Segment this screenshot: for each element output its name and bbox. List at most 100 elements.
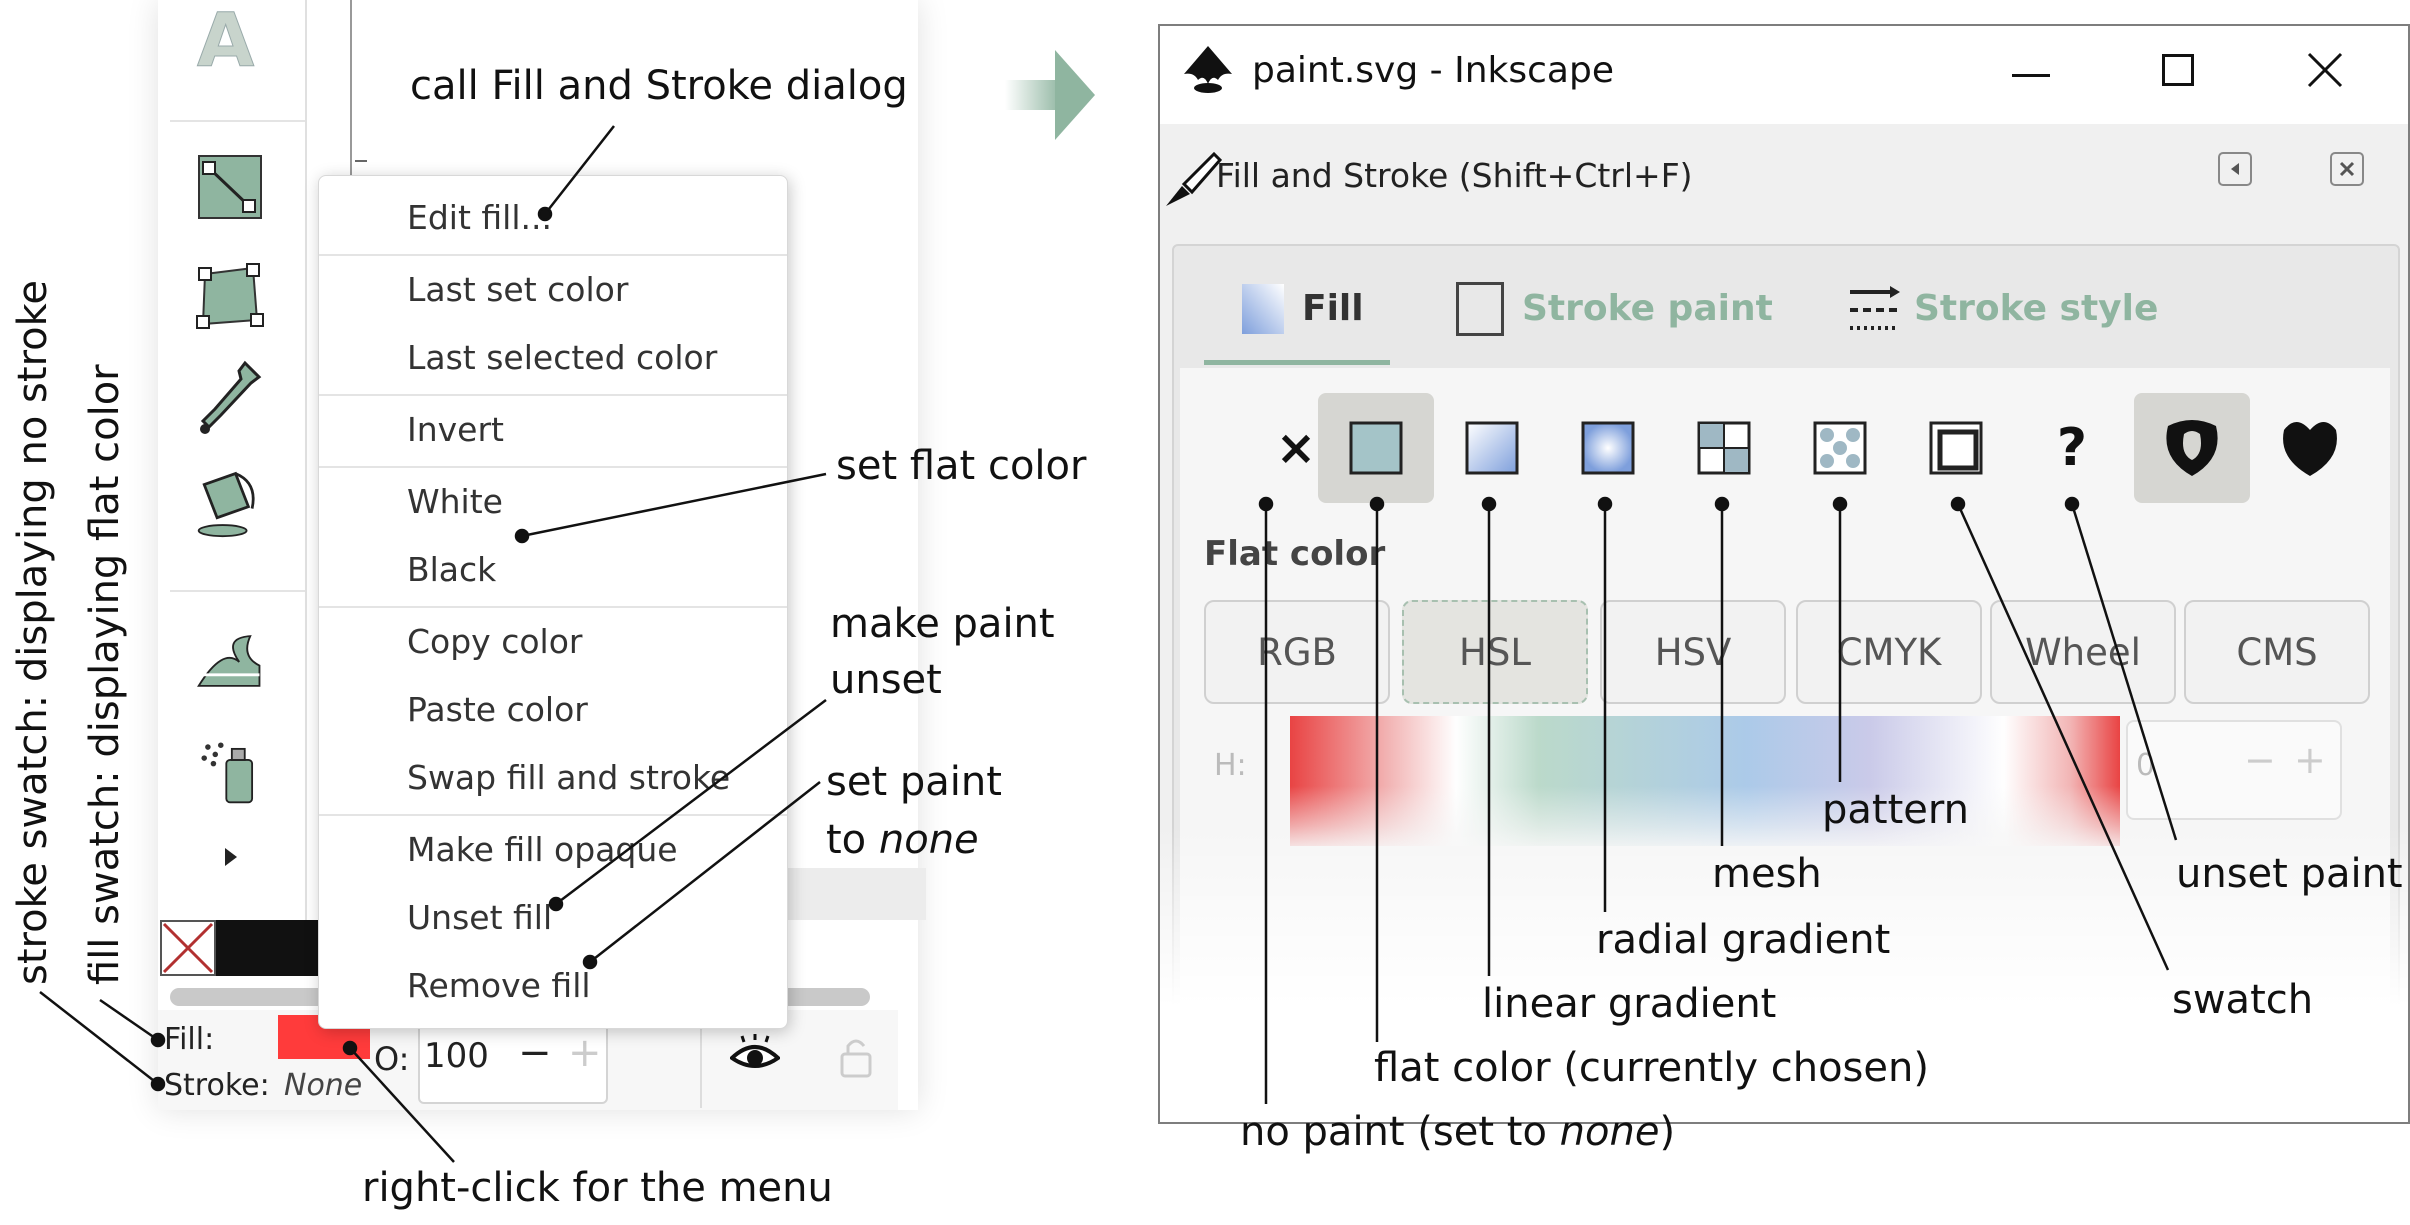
annotation-swatch: swatch (2172, 977, 2314, 1023)
lock-icon[interactable] (838, 1034, 874, 1082)
fill-label: Fill: (164, 1022, 215, 1057)
evenodd-fill-rule-icon (2283, 422, 2337, 476)
leader-dot (342, 1040, 358, 1056)
flat-color-button[interactable] (1318, 393, 1434, 503)
no-paint-icon: × (1275, 420, 1317, 476)
opacity-value[interactable]: 100 (424, 1036, 489, 1076)
annotation-right-click: right-click for the menu (362, 1165, 833, 1211)
dock-button[interactable] (2218, 152, 2252, 186)
toolbox-border (305, 0, 307, 960)
text-tool-icon[interactable]: A (195, 0, 265, 80)
panel-close-button[interactable] (2330, 152, 2364, 186)
opacity-increment-button[interactable]: + (568, 1030, 602, 1076)
annotation-mesh: mesh (1712, 851, 1822, 897)
pattern-icon (1813, 421, 1867, 475)
close-icon[interactable] (2305, 50, 2345, 94)
leader-make-unset (555, 699, 827, 905)
leader-dot (150, 1032, 166, 1048)
minimize-button[interactable] (2012, 74, 2050, 77)
menu-unset-fill[interactable]: Unset fill (407, 898, 553, 937)
annotation-set-flat-color: set flat color (836, 443, 1087, 489)
hue-increment-button[interactable]: + (2294, 738, 2326, 782)
menu-invert[interactable]: Invert (407, 410, 504, 449)
leader-dot (1597, 496, 1613, 512)
eye-icon[interactable] (728, 1034, 782, 1082)
annotation-no-paint-post: ) (1659, 1109, 1676, 1155)
evenodd-fill-rule-button[interactable] (2252, 393, 2368, 503)
annotation-no-paint-italic: none (1559, 1109, 1660, 1155)
palette-strip (786, 868, 926, 920)
annotation-make-unset-2: unset (830, 657, 942, 703)
no-paint-swatch[interactable] (160, 920, 216, 976)
annotation-set-none-to: to (826, 817, 867, 863)
spray-can-icon[interactable] (195, 736, 265, 806)
annotation-set-none-1: set paint (826, 759, 1002, 805)
mode-hsl-button[interactable]: HSL (1402, 600, 1588, 704)
swatch-button[interactable] (1898, 393, 2014, 503)
mode-rgb-button[interactable]: RGB (1204, 600, 1390, 704)
no-paint-button[interactable]: × (1238, 393, 1354, 503)
leader-dot (537, 206, 553, 222)
fill-tab-icon (1240, 282, 1286, 340)
radial-gradient-icon (1581, 421, 1635, 475)
tab-stroke-paint[interactable]: Stroke paint (1522, 288, 1773, 329)
menu-paste-color[interactable]: Paste color (407, 690, 588, 729)
stroke-swatch[interactable]: None (284, 1068, 363, 1103)
annotation-no-paint: no paint (set to none) (1240, 1108, 1675, 1156)
leader-set-flat (521, 472, 827, 538)
leader-dot (1481, 496, 1497, 512)
spray-tool-icon[interactable] (195, 626, 265, 696)
tab-stroke-style[interactable]: Stroke style (1914, 288, 2159, 329)
annotation-set-none-2: to none (826, 816, 979, 864)
leader-dot (1369, 496, 1385, 512)
mode-cmyk-button[interactable]: CMYK (1796, 600, 1982, 704)
menu-edit-fill[interactable]: Edit fill... (407, 198, 552, 237)
mode-cms-button[interactable]: CMS (2184, 600, 2370, 704)
unset-paint-icon: ? (2056, 418, 2088, 478)
unset-paint-button[interactable]: ? (2014, 393, 2130, 503)
annotation-linear-gradient: linear gradient (1482, 981, 1777, 1027)
expand-arrow-icon[interactable] (195, 822, 265, 892)
opacity-decrement-button[interactable]: − (518, 1030, 552, 1076)
radial-gradient-button[interactable] (1550, 393, 1666, 503)
leader-fill-swatch (99, 998, 159, 1042)
toolbox-divider (170, 590, 305, 592)
annotation-pattern: pattern (1822, 787, 1969, 833)
flat-color-heading: Flat color (1204, 534, 1386, 574)
fill-context-menu: Edit fill... Last set color Last selecte… (318, 175, 788, 1029)
stroke-paint-tab-icon (1456, 282, 1504, 336)
mesh-icon (1697, 421, 1751, 475)
menu-black[interactable]: Black (407, 550, 497, 589)
stroke-label: Stroke: (164, 1068, 270, 1103)
annotation-fill-swatch: fill swatch: displaying flat color (82, 364, 128, 985)
menu-remove-fill[interactable]: Remove fill (407, 966, 591, 1005)
dropper-tool-icon[interactable] (195, 360, 265, 434)
palette-black-swatch[interactable] (216, 920, 326, 976)
annotation-flat-color-chosen: flat color (currently chosen) (1374, 1045, 1929, 1091)
menu-make-fill-opaque[interactable]: Make fill opaque (407, 830, 678, 869)
node-tool-icon[interactable] (195, 152, 265, 222)
hue-decrement-button[interactable]: − (2244, 738, 2276, 782)
pattern-button[interactable] (1782, 393, 1898, 503)
mesh-button[interactable] (1666, 393, 1782, 503)
paint-bucket-icon[interactable] (195, 468, 265, 538)
mode-wheel-button[interactable]: Wheel (1990, 600, 2176, 704)
svg-text:A: A (197, 0, 254, 80)
menu-last-set-color[interactable]: Last set color (407, 270, 629, 309)
linear-gradient-button[interactable] (1434, 393, 1550, 503)
tab-fill[interactable]: Fill (1302, 288, 1364, 329)
annotation-make-unset-1: make paint (830, 601, 1055, 647)
maximize-button[interactable] (2162, 54, 2194, 86)
menu-copy-color[interactable]: Copy color (407, 622, 583, 661)
hue-spinbox[interactable] (2126, 720, 2342, 820)
status-divider (700, 1018, 702, 1108)
nonzero-fill-rule-button[interactable] (2134, 393, 2250, 503)
menu-white[interactable]: White (407, 482, 503, 521)
menu-last-selected-color[interactable]: Last selected color (407, 338, 718, 377)
leader-dot (1714, 496, 1730, 512)
annotation-radial-gradient: radial gradient (1596, 917, 1891, 963)
mode-hsv-button[interactable]: HSV (1600, 600, 1786, 704)
tweak-tool-icon[interactable] (195, 262, 265, 332)
leader-right-click (349, 1047, 455, 1163)
menu-swap-fill-stroke[interactable]: Swap fill and stroke (407, 758, 731, 797)
